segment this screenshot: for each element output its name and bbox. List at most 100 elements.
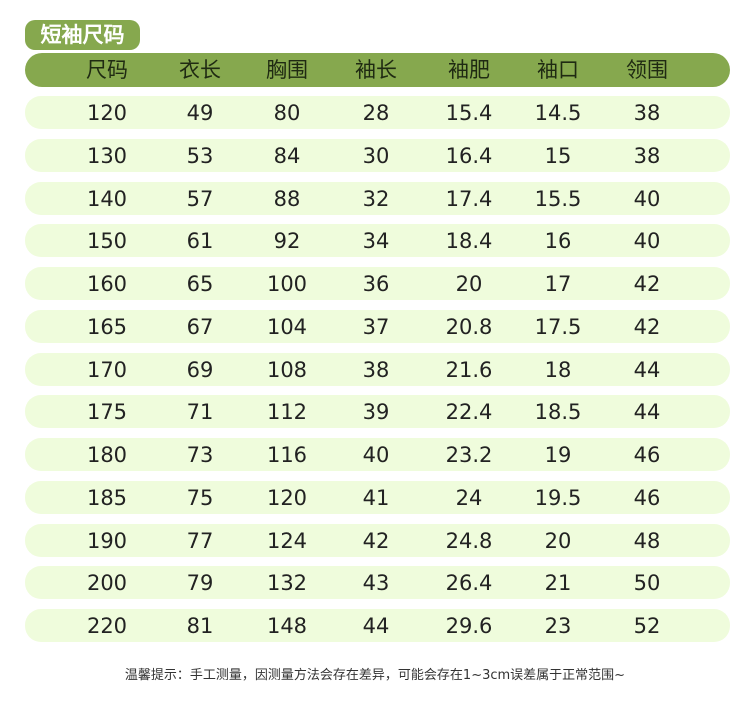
table-cell: 16: [544, 229, 572, 254]
table-row: 190 77 124 42 24.8 20 48: [25, 523, 730, 557]
table-cell: 175: [86, 400, 128, 425]
table-cell: 34: [362, 229, 390, 254]
table-cell: 42: [362, 528, 390, 553]
table-cell: 18.5: [534, 400, 582, 425]
table-cell: 22.4: [445, 400, 493, 425]
table-cell: 40: [633, 229, 661, 254]
table-cell: 160: [86, 272, 128, 296]
table-cell: 84: [273, 143, 301, 168]
table-cell: 150: [86, 229, 128, 254]
table-cell: 77: [186, 528, 214, 553]
table-cell: 53: [186, 143, 214, 168]
table-cell: 18.4: [445, 229, 493, 254]
table-cell: 30: [362, 143, 390, 168]
table-cell: 15: [544, 143, 572, 168]
table-cell: 50: [633, 571, 661, 596]
table-cell: 42: [633, 272, 661, 296]
table-row: 130 53 84 30 16.4 15 38: [25, 138, 730, 172]
table-cell: 49: [186, 101, 214, 125]
table-cell: 38: [362, 357, 390, 382]
table-cell: 57: [186, 186, 214, 211]
table-row: 180 73 116 40 23.2 19 46: [25, 438, 730, 471]
table-cell: 67: [186, 314, 214, 339]
table-cell: 112: [266, 400, 308, 425]
table-cell: 23.2: [445, 443, 493, 467]
table-cell: 20: [544, 528, 572, 553]
column-header: 胸围: [266, 58, 308, 82]
table-cell: 29.6: [445, 614, 493, 638]
table-cell: 124: [266, 528, 308, 553]
table-cell: 37: [362, 314, 390, 339]
table-cell: 17.4: [445, 186, 493, 211]
table-cell: 46: [633, 443, 661, 467]
table-row: 150 61 92 34 18.4 16 40: [25, 224, 730, 258]
table-cell: 120: [266, 485, 308, 510]
table-cell: 20: [455, 272, 483, 296]
table-cell: 23: [544, 614, 572, 638]
column-header: 袖长: [355, 58, 397, 82]
table-cell: 130: [86, 143, 128, 168]
table-cell: 44: [633, 400, 661, 425]
table-header: 尺码 衣长 胸围 袖长 袖肥 袖口 领围: [25, 53, 730, 87]
table-cell: 16.4: [445, 143, 493, 168]
table-cell: 15.5: [534, 186, 582, 211]
table-cell: 19.5: [534, 485, 582, 510]
table-cell: 148: [266, 614, 308, 638]
table-cell: 165: [86, 314, 128, 339]
table-row: 140 57 88 32 17.4 15.5 40: [25, 181, 730, 215]
column-header: 领围: [626, 58, 668, 82]
table-cell: 18: [544, 357, 572, 382]
table-cell: 15.4: [445, 101, 493, 125]
table-cell: 200: [86, 571, 128, 596]
table-cell: 36: [362, 272, 390, 296]
table-cell: 79: [186, 571, 214, 596]
table-cell: 42: [633, 314, 661, 339]
table-cell: 140: [86, 186, 128, 211]
table-cell: 88: [273, 186, 301, 211]
table-cell: 17: [544, 272, 572, 296]
table-cell: 21: [544, 571, 572, 596]
table-row: 120 49 80 28 15.4 14.5 38: [25, 96, 730, 129]
table-cell: 73: [186, 443, 214, 467]
table-row: 175 71 112 39 22.4 18.5 44: [25, 395, 730, 429]
table-cell: 120: [86, 101, 128, 125]
table-cell: 220: [86, 614, 128, 638]
table-cell: 39: [362, 400, 390, 425]
table-cell: 69: [186, 357, 214, 382]
table-cell: 43: [362, 571, 390, 596]
table-cell: 108: [266, 357, 308, 382]
table-cell: 19: [544, 443, 572, 467]
table-cell: 44: [633, 357, 661, 382]
table-cell: 40: [633, 186, 661, 211]
table-cell: 61: [186, 229, 214, 254]
table-cell: 24: [455, 485, 483, 510]
table-cell: 41: [362, 485, 390, 510]
table-cell: 104: [266, 314, 308, 339]
table-cell: 185: [86, 485, 128, 510]
table-cell: 46: [633, 485, 661, 510]
table-cell: 116: [266, 443, 308, 467]
table-cell: 32: [362, 186, 390, 211]
table-row: 200 79 132 43 26.4 21 50: [25, 566, 730, 600]
table-cell: 52: [633, 614, 661, 638]
table-cell: 44: [362, 614, 390, 638]
table-cell: 180: [86, 443, 128, 467]
table-cell: 38: [633, 101, 661, 125]
table-row: 160 65 100 36 20 17 42: [25, 267, 730, 300]
table-cell: 71: [186, 400, 214, 425]
table-cell: 65: [186, 272, 214, 296]
column-header: 袖口: [537, 58, 579, 82]
table-cell: 100: [266, 272, 308, 296]
table-cell: 24.8: [445, 528, 493, 553]
column-header: 尺码: [86, 58, 128, 82]
table-cell: 28: [362, 101, 390, 125]
table-row: 165 67 104 37 20.8 17.5 42: [25, 309, 730, 343]
table-row: 185 75 120 41 24 19.5 46: [25, 480, 730, 514]
column-header: 袖肥: [448, 58, 490, 82]
table-row: 220 81 148 44 29.6 23 52: [25, 609, 730, 642]
table-cell: 38: [633, 143, 661, 168]
footnote: 温馨提示：手工测量，因测量方法会存在差异，可能会存在1~3cm误差属于正常范围~: [124, 668, 626, 683]
table-row: 170 69 108 38 21.6 18 44: [25, 352, 730, 386]
column-header: 衣长: [179, 58, 221, 82]
table-cell: 170: [86, 357, 128, 382]
